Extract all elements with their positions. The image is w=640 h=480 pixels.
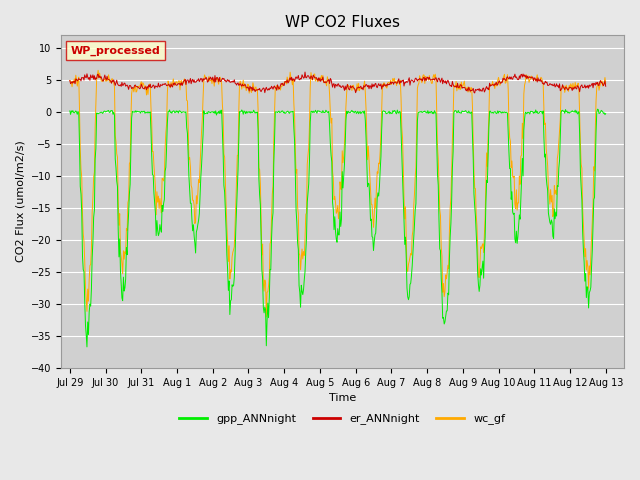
Y-axis label: CO2 Flux (umol/m2/s): CO2 Flux (umol/m2/s) — [15, 141, 25, 263]
Title: WP CO2 Fluxes: WP CO2 Fluxes — [285, 15, 400, 30]
Line: er_ANNnight: er_ANNnight — [70, 72, 605, 93]
Legend: gpp_ANNnight, er_ANNnight, wc_gf: gpp_ANNnight, er_ANNnight, wc_gf — [175, 409, 509, 429]
Line: gpp_ANNnight: gpp_ANNnight — [70, 109, 605, 347]
Line: wc_gf: wc_gf — [70, 71, 605, 317]
X-axis label: Time: Time — [328, 393, 356, 403]
